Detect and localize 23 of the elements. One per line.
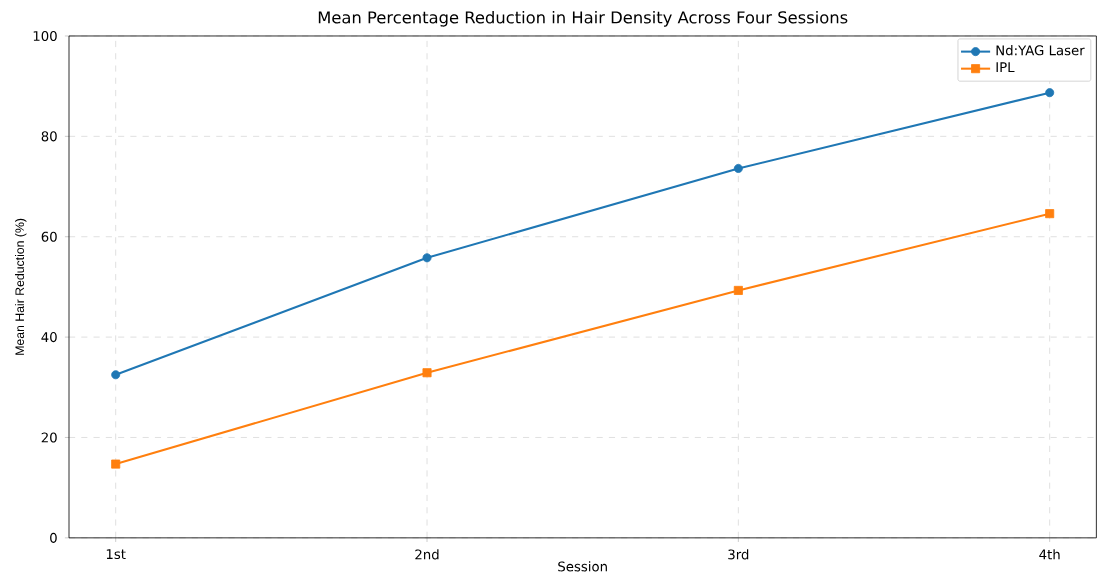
x-tick-label: 2nd: [415, 548, 439, 560]
point: [422, 368, 432, 378]
y-axis-title: Mean Hair Reduction (%): [15, 218, 27, 355]
x-tick-label: 1st: [106, 548, 126, 559]
point: [111, 459, 121, 469]
y-tick-label: 60: [41, 231, 57, 242]
y-tick-label: 20: [41, 432, 57, 443]
legend-label: Nd:YAG Laser: [996, 44, 1085, 56]
point: [422, 253, 432, 263]
chart-title: Mean Percentage Reduction in Hair Density Across Four Sessions: [318, 10, 848, 27]
point: [111, 370, 121, 380]
y-tick-label: 0: [50, 532, 57, 543]
x-axis-title: Session: [558, 560, 607, 572]
point: [733, 163, 743, 173]
x-tick-label: 3rd: [728, 548, 749, 560]
y-tick-label: 40: [41, 331, 57, 342]
point: [733, 285, 743, 295]
point: [1045, 87, 1055, 97]
point: [1045, 208, 1055, 218]
y-tick-label: 80: [41, 131, 57, 142]
legend-label: IPL: [996, 62, 1015, 72]
x-tick-label: 4th: [1039, 548, 1060, 560]
y-tick-label: 100: [33, 30, 57, 41]
